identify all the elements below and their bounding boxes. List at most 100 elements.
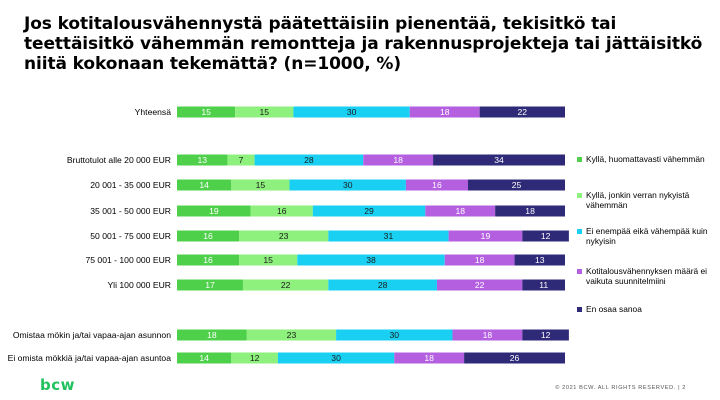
- data-label: 15: [256, 180, 266, 190]
- bcw-logo: bcw: [40, 376, 75, 394]
- bar-segment: [239, 230, 329, 242]
- bar-segment: [231, 179, 290, 191]
- category-label: 75 001 - 100 000 EUR: [85, 255, 171, 265]
- bar-segment: [177, 106, 236, 118]
- bar-segment: [522, 279, 565, 291]
- category-label: 20 001 - 35 000 EUR: [90, 180, 171, 190]
- data-label: 12: [541, 330, 551, 340]
- data-label: 12: [250, 353, 260, 363]
- bar-segment: [328, 279, 437, 291]
- data-label: 31: [384, 231, 394, 241]
- bar-segment: [289, 179, 406, 191]
- data-label: 18: [525, 206, 535, 216]
- data-label: 22: [475, 280, 485, 290]
- data-label: 14: [199, 353, 209, 363]
- data-label: 22: [518, 107, 528, 117]
- bar-segment: [293, 106, 410, 118]
- bar-segment: [227, 154, 255, 166]
- data-label: 16: [277, 206, 287, 216]
- copyright-footer: © 2021 BCW. ALL RIGHTS RESERVED. | 2: [555, 385, 686, 391]
- legend-label: En osaa sanoa: [586, 304, 642, 314]
- legend: Kyllä, huomattavasti vähemmän Kyllä, jonk…: [577, 154, 708, 314]
- data-label: 7: [239, 155, 244, 165]
- legend-label: Kotitalousvähennyksen määrä ei vaikuta su…: [586, 266, 707, 286]
- data-label: 11: [539, 280, 548, 290]
- bar-segment: [250, 205, 313, 217]
- data-label: 38: [366, 255, 376, 265]
- data-label: 16: [432, 180, 442, 190]
- legend-swatch: [577, 269, 582, 274]
- bar-segment: [297, 254, 445, 266]
- category-label: Yhteensä: [135, 107, 172, 117]
- bar-segment: [452, 329, 523, 341]
- legend-swatch: [577, 229, 582, 234]
- bar-segment: [177, 352, 232, 364]
- category-label: Ei omista mökkiä ja/tai vapaa-ajan asunt…: [8, 353, 172, 363]
- data-label: 30: [331, 353, 341, 363]
- data-label: 19: [481, 231, 491, 241]
- legend-swatch: [577, 157, 582, 162]
- data-label: 30: [389, 330, 399, 340]
- data-label: 18: [440, 107, 450, 117]
- data-label: 23: [279, 231, 289, 241]
- data-label: 16: [203, 231, 213, 241]
- bar-segment: [246, 329, 337, 341]
- bar-segment: [177, 329, 247, 341]
- category-label: Yli 100 000 EUR: [107, 280, 171, 290]
- bar-segment: [336, 329, 453, 341]
- data-label: 28: [304, 155, 314, 165]
- data-label: 23: [287, 330, 297, 340]
- category-label: 50 001 - 75 000 EUR: [90, 231, 171, 241]
- bar-segment: [468, 179, 565, 191]
- data-label: 18: [207, 330, 217, 340]
- bar-segment: [231, 352, 278, 364]
- bar-segment: [514, 254, 565, 266]
- bar-segment: [409, 106, 480, 118]
- data-label: 16: [203, 255, 213, 265]
- chart-title: Jos kotitalousvähennystä päätettäisiin p…: [24, 14, 703, 74]
- data-label: 14: [199, 180, 209, 190]
- data-label: 13: [535, 255, 545, 265]
- data-label: 13: [197, 155, 207, 165]
- bar-segment: [495, 205, 565, 217]
- bar-segment: [479, 106, 565, 118]
- bar-segment: [433, 154, 565, 166]
- bar-segment: [464, 352, 565, 364]
- bar-segment: [277, 352, 395, 364]
- data-label: 28: [378, 280, 388, 290]
- data-label: 19: [209, 206, 219, 216]
- data-label: 30: [347, 107, 357, 117]
- bars: 15 15 30 18 22 13 7 28 18 34 14 15 30 16 25 19 16 29 18 18 1…: [177, 106, 569, 364]
- bar-segment: [177, 179, 232, 191]
- bar-segment: [177, 205, 251, 217]
- bar-segment: [312, 205, 426, 217]
- bar-segment: [177, 154, 228, 166]
- bar-segment: [177, 254, 240, 266]
- bar-segment: [239, 254, 298, 266]
- bar-segment: [177, 279, 243, 291]
- bar-segment: [242, 279, 329, 291]
- data-label: 25: [512, 180, 522, 190]
- bar-segment: [425, 205, 496, 217]
- bar-segment: [522, 329, 569, 341]
- bar-segment: [405, 179, 468, 191]
- bar-segment: [444, 254, 515, 266]
- category-label: Bruttotulot alle 20 000 EUR: [67, 155, 171, 165]
- bar-segment: [436, 279, 523, 291]
- data-label: 18: [455, 206, 465, 216]
- bar-segment: [235, 106, 294, 118]
- data-label: 18: [424, 353, 434, 363]
- legend-swatch: [577, 307, 582, 312]
- bar-segment: [254, 154, 364, 166]
- data-label: 15: [260, 107, 270, 117]
- bar-segment: [363, 154, 434, 166]
- data-label: 17: [205, 280, 215, 290]
- bar-segment: [328, 230, 449, 242]
- bar-segment: [394, 352, 465, 364]
- bar-segment: [522, 230, 569, 242]
- bar-segment: [448, 230, 523, 242]
- category-label: Omistaa mökin ja/tai vapaa-ajan asunnon: [13, 330, 171, 340]
- data-label: 12: [541, 231, 551, 241]
- bar-segment: [177, 230, 240, 242]
- legend-label: Ei enempää eikä vähempää kuin nykyisin: [586, 226, 708, 246]
